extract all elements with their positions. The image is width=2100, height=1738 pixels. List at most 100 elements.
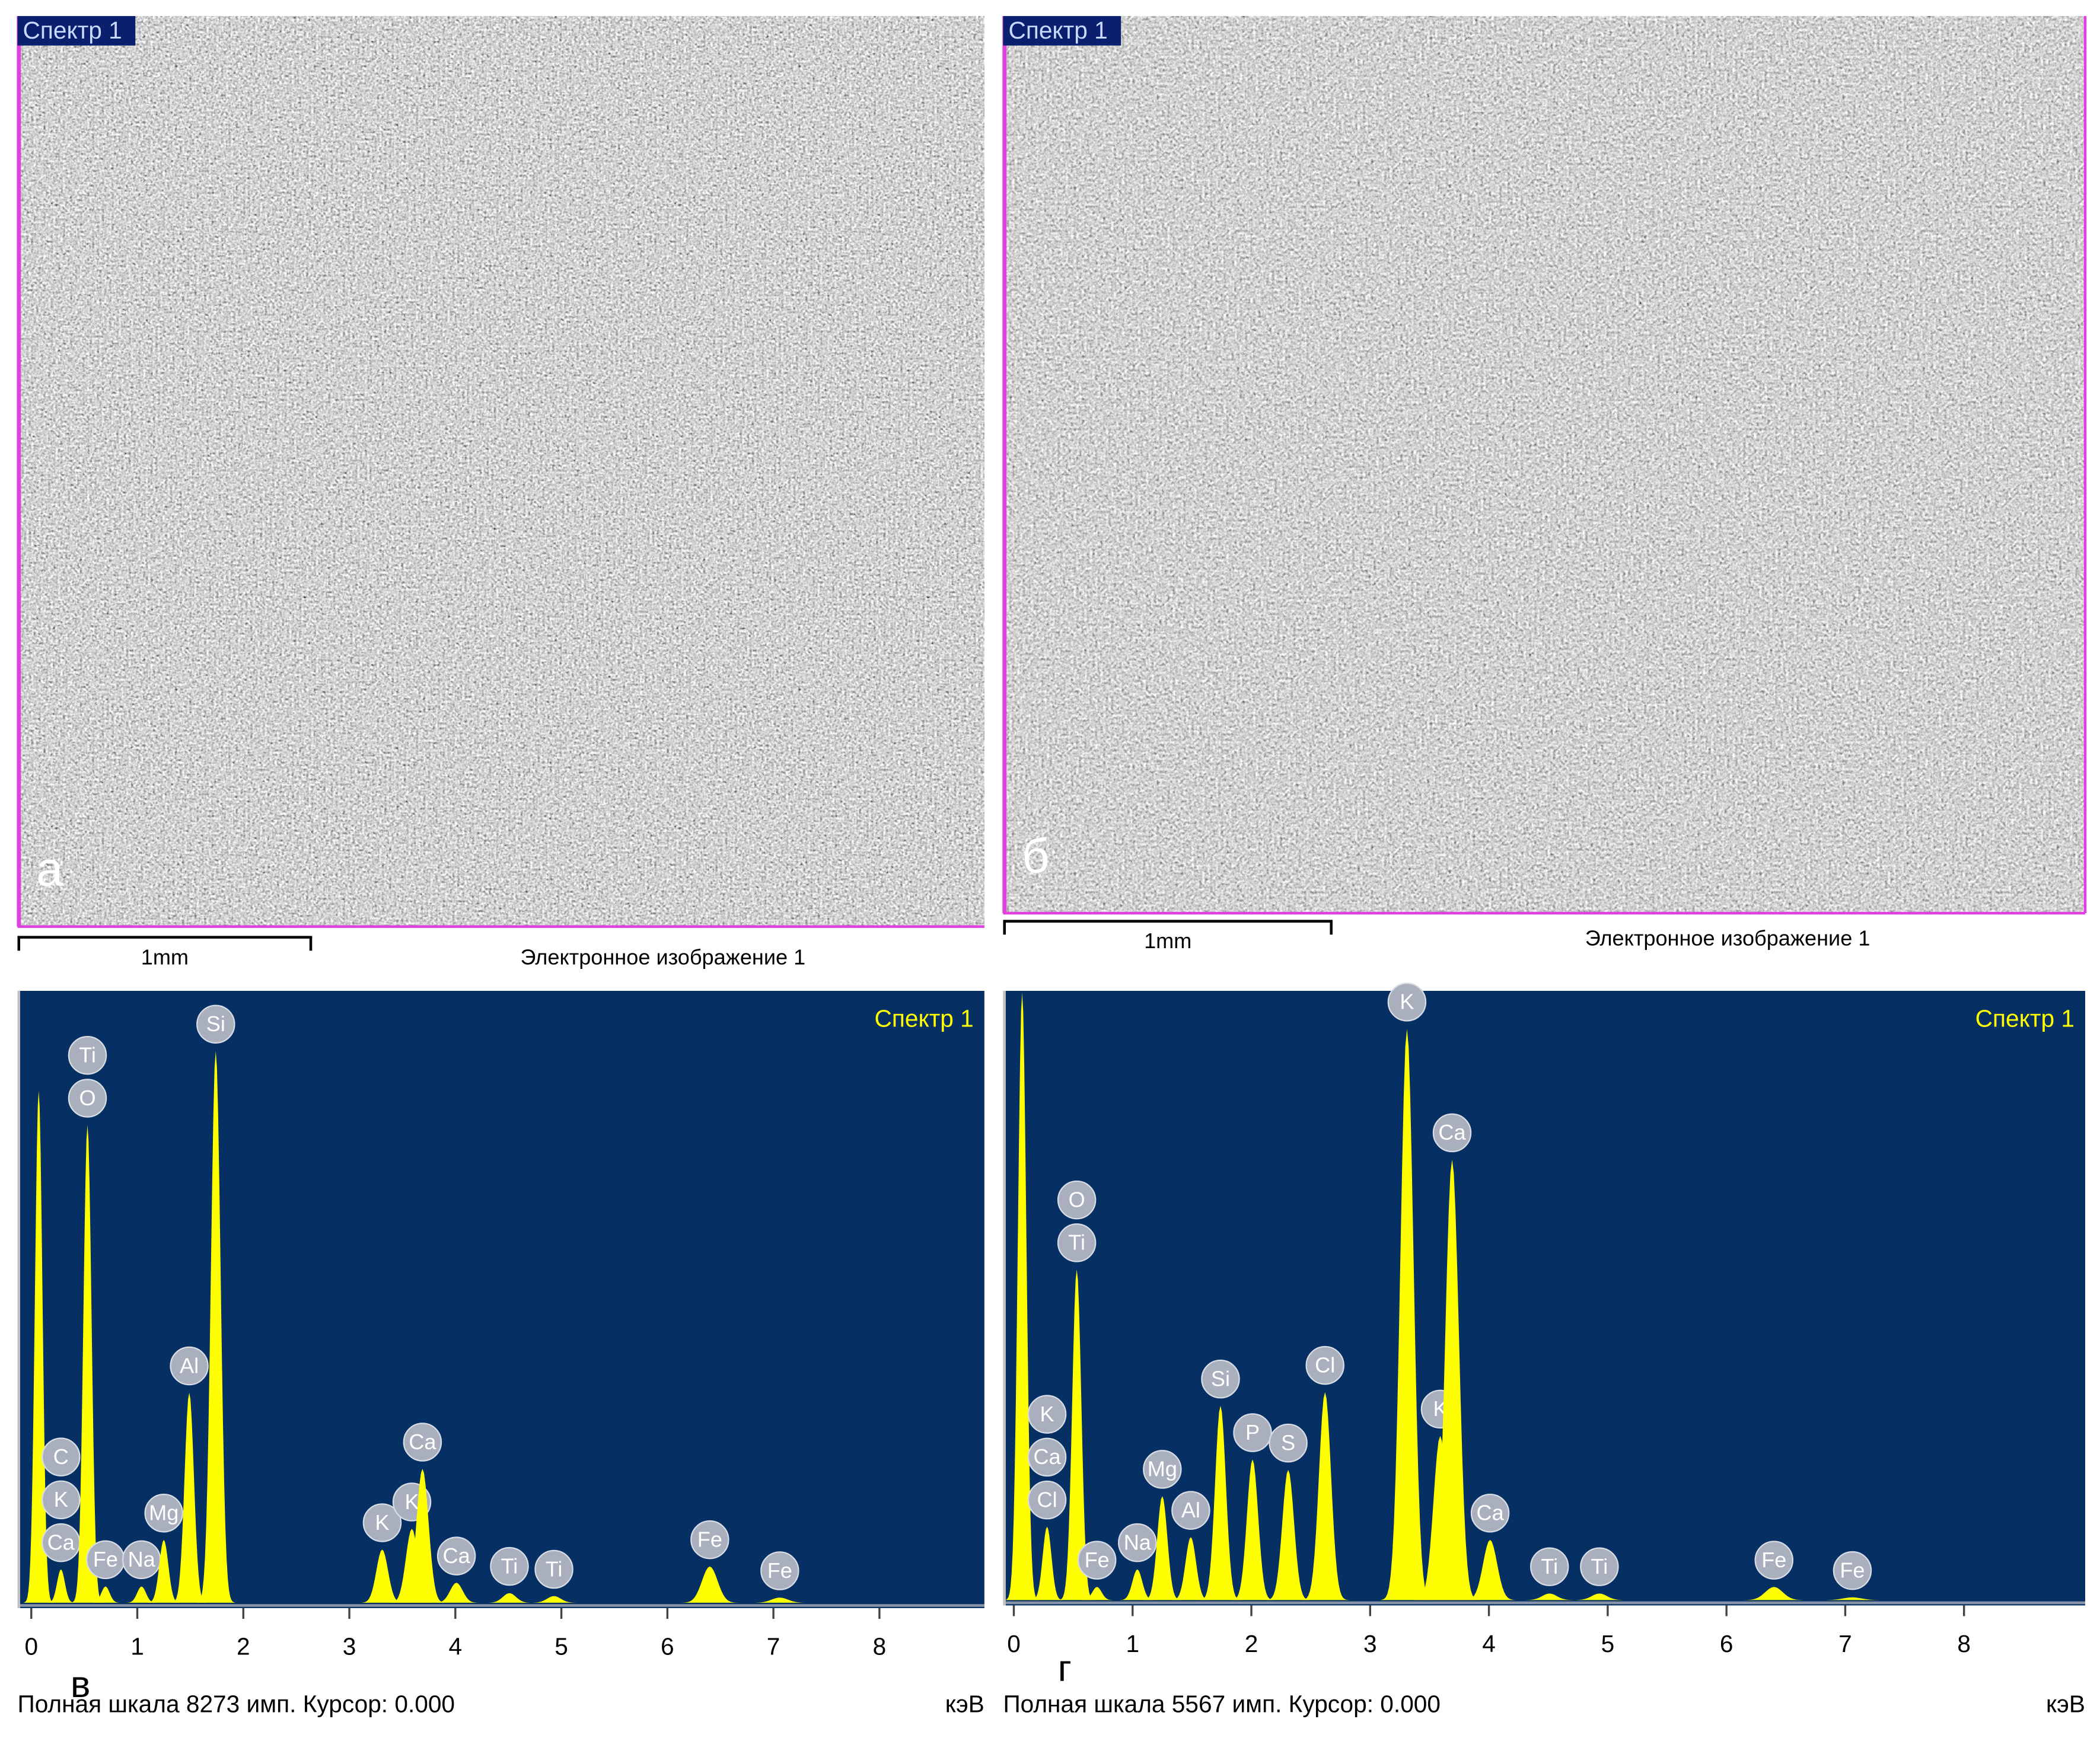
image-caption: Электронное изображение 1 [1585,926,1870,951]
peak [359,1549,406,1603]
element-label: Ca [409,1430,436,1454]
element-badge [362,1503,402,1542]
element-badge [1470,1494,1510,1533]
peak [1117,1569,1157,1600]
element-badge [42,1480,81,1520]
peak [1815,1597,1889,1600]
element-label: Ti [1068,1230,1085,1255]
peak [388,1529,436,1603]
panel-letter: а [36,843,63,897]
x-tick-label: 8 [873,1632,887,1660]
element-label: K [1040,1402,1054,1426]
x-tick-label: 3 [1363,1630,1377,1657]
x-tick-label: 2 [1245,1630,1258,1657]
x-tick-label: 7 [767,1632,780,1660]
element-label: Ca [47,1530,75,1554]
element-badge [144,1494,183,1533]
chart-title: Спектр 1 [875,1004,974,1032]
peak [1264,1469,1312,1600]
element-badge [690,1520,729,1560]
element-label: S [1281,1430,1295,1455]
element-label: Si [206,1012,225,1036]
element-badge [1171,1491,1210,1530]
peak [45,1569,77,1603]
panel-letter: в [71,1664,91,1705]
element-label: Fe [697,1527,722,1551]
element-label: Ca [1438,1120,1466,1144]
x-tick-label: 6 [1720,1630,1733,1657]
peak [1059,1270,1095,1600]
element-label: Al [1181,1498,1200,1522]
element-badge [1305,1345,1344,1385]
element-label: Ca [1033,1444,1061,1469]
peak [1142,1496,1183,1600]
spectrum-tag-bg [1003,16,1121,46]
element-label: Fe [93,1547,118,1571]
element-label: K [1400,990,1414,1014]
element-badge [760,1551,799,1590]
element-label: Fe [767,1558,792,1583]
element-badge [1143,1450,1182,1489]
x-tick-label: 1 [130,1632,144,1660]
x-tick-label: 1 [1126,1630,1139,1657]
panel-letter: г [1058,1648,1072,1689]
x-tick-label: 2 [237,1632,250,1660]
element-label: Al [180,1353,199,1377]
scale-label: 1mm [1144,929,1191,953]
x-tick-label: 3 [343,1632,356,1660]
peak [170,1392,208,1603]
peak [23,1090,54,1603]
element-badge [1201,1359,1240,1399]
peak [431,1583,482,1603]
element-label: Mg [149,1501,179,1525]
element-badge [1057,1180,1097,1220]
element-badge [1118,1523,1157,1562]
spectrum-tag: Спектр 1 [23,17,122,44]
peak [1199,1405,1242,1600]
x-tick-label: 4 [449,1632,463,1660]
element-label: Mg [1148,1457,1177,1481]
peak [1569,1593,1630,1600]
element-label: Fe [1761,1548,1786,1572]
peak [145,1539,182,1603]
x-unit: кэВ [945,1691,984,1718]
x-tick-label: 5 [1601,1630,1615,1657]
scale-label: 1mm [141,945,189,969]
x-tick-label: 6 [661,1632,674,1660]
x-tick-label: 0 [24,1632,38,1660]
element-badge [42,1437,81,1476]
peak [1520,1593,1579,1600]
element-badge [436,1536,476,1576]
element-badge [1833,1551,1872,1590]
panel-letter: б [1022,829,1050,883]
element-badge [1580,1547,1619,1586]
element-label: Cl [1315,1353,1335,1377]
footer: Полная шкала 5567 имп. Курсор: 0.000 [1003,1691,1441,1718]
element-badge [1754,1541,1794,1580]
element-label: Cl [1037,1487,1057,1511]
footer: Полная шкала 8273 имп. Курсор: 0.000 [18,1691,455,1718]
element-label: K [375,1510,389,1535]
peak [1170,1537,1212,1600]
x-tick-label: 7 [1838,1630,1852,1657]
element-badge [1077,1541,1117,1580]
peak [1230,1459,1275,1600]
element-label: Ti [501,1554,518,1578]
element-badge [1269,1423,1308,1463]
peak [526,1596,582,1603]
element-label: Fe [1085,1548,1110,1572]
peak [483,1593,536,1603]
element-badge [1530,1547,1569,1586]
element-label: Ti [1591,1554,1608,1578]
peak [1425,1159,1480,1600]
element-label: O [1069,1187,1085,1211]
element-badge [403,1423,442,1462]
peak [1739,1587,1809,1600]
peak [1462,1539,1518,1600]
element-badge [490,1546,529,1586]
sem-image [1003,16,2086,914]
element-badge [170,1346,209,1386]
x-tick-label: 4 [1482,1630,1496,1657]
spectrum-tag-bg [17,16,136,46]
element-label: K [404,1490,419,1514]
